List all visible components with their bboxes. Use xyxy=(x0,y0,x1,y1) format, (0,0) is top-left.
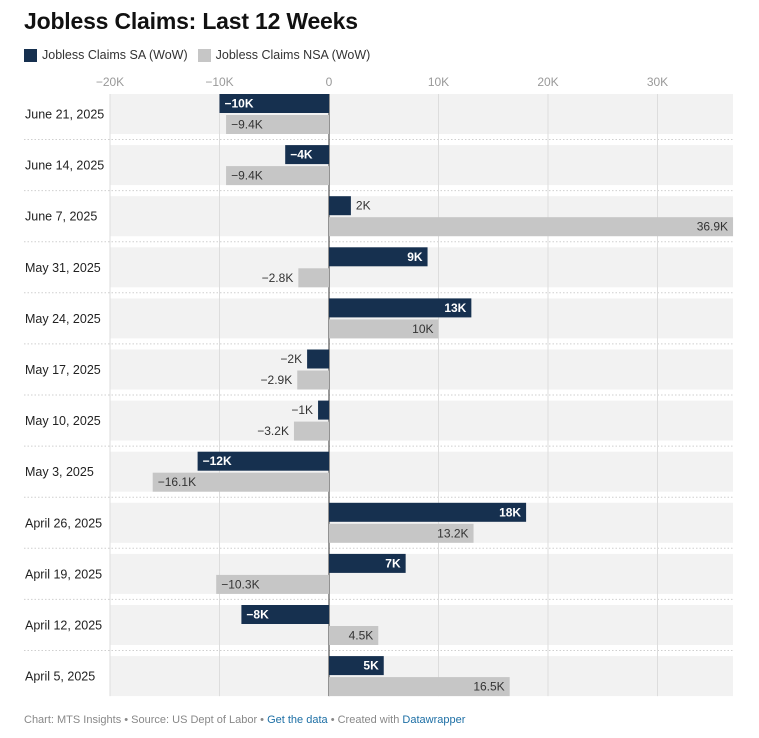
category-label: April 19, 2025 xyxy=(25,567,102,581)
chart-title: Jobless Claims: Last 12 Weeks xyxy=(24,8,358,34)
category-label: May 31, 2025 xyxy=(25,261,101,275)
data-label-nsa: −16.1K xyxy=(158,475,196,489)
row-background xyxy=(110,553,733,594)
bar-sa xyxy=(329,196,351,216)
row-background xyxy=(110,94,733,134)
bar-sa xyxy=(318,400,329,420)
bar-sa xyxy=(329,298,472,318)
bar-sa xyxy=(329,553,406,573)
row-background xyxy=(110,349,733,390)
data-label-nsa: −3.2K xyxy=(257,424,289,438)
bar-nsa xyxy=(293,421,329,441)
bar-sa xyxy=(307,349,329,369)
bar-sa xyxy=(329,656,384,676)
data-label-sa: −2K xyxy=(280,352,302,366)
data-label-sa: 9K xyxy=(407,250,423,264)
data-label-nsa: 4.5K xyxy=(349,629,374,643)
legend-label-nsa: Jobless Claims NSA (WoW) xyxy=(215,48,371,62)
row-background xyxy=(110,605,733,645)
footer-credit: Chart: MTS Insights • Source: US Dept of… xyxy=(24,714,268,726)
category-label: April 26, 2025 xyxy=(25,516,102,530)
get-the-data-link[interactable]: Get the data xyxy=(267,714,328,726)
data-label-nsa: −10.3K xyxy=(221,577,259,591)
data-label-nsa: −9.4K xyxy=(231,169,263,183)
legend-swatch-nsa xyxy=(197,48,211,62)
chart-footer: Chart: MTS Insights • Source: US Dept of… xyxy=(24,714,465,726)
bar-nsa xyxy=(329,677,510,697)
legend-label-sa: Jobless Claims SA (WoW) xyxy=(42,48,188,62)
bar-nsa xyxy=(329,626,379,645)
bar-nsa xyxy=(152,472,329,492)
category-label: May 3, 2025 xyxy=(25,465,94,479)
category-label: June 7, 2025 xyxy=(25,210,97,224)
datawrapper-link[interactable]: Datawrapper xyxy=(402,714,466,726)
legend: Jobless Claims SA (WoW) Jobless Claims N… xyxy=(24,46,380,64)
row-background xyxy=(110,400,733,441)
bar-nsa xyxy=(329,319,439,339)
category-label: May 24, 2025 xyxy=(25,312,101,326)
bar-sa xyxy=(219,94,329,113)
bar-nsa xyxy=(216,574,329,594)
data-label-nsa: 13.2K xyxy=(437,526,468,540)
data-label-sa: 18K xyxy=(499,505,521,519)
data-label-sa: −12K xyxy=(203,454,232,468)
x-tick-label: −10K xyxy=(205,75,233,89)
legend-item-nsa: Jobless Claims NSA (WoW) xyxy=(197,48,371,62)
category-label: June 21, 2025 xyxy=(25,108,104,122)
data-label-nsa: −2.8K xyxy=(262,271,294,285)
data-label-nsa: 10K xyxy=(412,322,433,336)
data-label-nsa: 16.5K xyxy=(473,680,504,694)
bar-sa xyxy=(329,502,527,522)
data-label-sa: 13K xyxy=(444,301,466,315)
bar-chart: −20K −10K 0 10K 20K 30K June 21, 2025 −10K −9.4K… xyxy=(24,75,734,697)
legend-swatch-sa xyxy=(24,48,37,62)
bar-sa xyxy=(241,605,329,624)
data-label-sa: −8K xyxy=(246,608,269,622)
bar-sa xyxy=(197,451,329,471)
bar-sa xyxy=(329,247,428,267)
bar-nsa xyxy=(329,217,734,237)
bar-nsa xyxy=(226,115,329,134)
category-label: May 17, 2025 xyxy=(25,363,101,377)
bar-nsa xyxy=(226,166,329,186)
data-label-sa: 5K xyxy=(363,659,379,673)
row-background xyxy=(110,145,733,186)
data-label-sa: −10K xyxy=(225,97,254,111)
data-label-sa: 2K xyxy=(356,199,371,213)
bar-nsa xyxy=(297,370,329,390)
category-label: May 10, 2025 xyxy=(25,414,101,428)
category-label: April 5, 2025 xyxy=(25,670,95,684)
bar-nsa xyxy=(329,523,474,543)
bar-sa xyxy=(285,145,329,165)
category-label: June 14, 2025 xyxy=(25,159,104,173)
x-tick-label: 30K xyxy=(647,75,668,89)
x-tick-label: 20K xyxy=(537,75,558,89)
data-label-sa: −1K xyxy=(291,403,313,417)
bar-nsa xyxy=(298,268,329,288)
category-label: April 12, 2025 xyxy=(25,619,102,633)
data-label-sa: 7K xyxy=(385,556,401,570)
x-tick-label: −20K xyxy=(96,75,124,89)
footer-created-with: • Created with xyxy=(327,714,403,726)
x-tick-label: 0 xyxy=(326,75,333,89)
data-label-nsa: −2.9K xyxy=(261,373,293,387)
legend-item-sa: Jobless Claims SA (WoW) xyxy=(24,48,188,62)
data-label-sa: −4K xyxy=(290,148,313,162)
data-label-nsa: 36.9K xyxy=(697,220,728,234)
x-tick-label: 10K xyxy=(428,75,449,89)
data-label-nsa: −9.4K xyxy=(231,118,263,132)
